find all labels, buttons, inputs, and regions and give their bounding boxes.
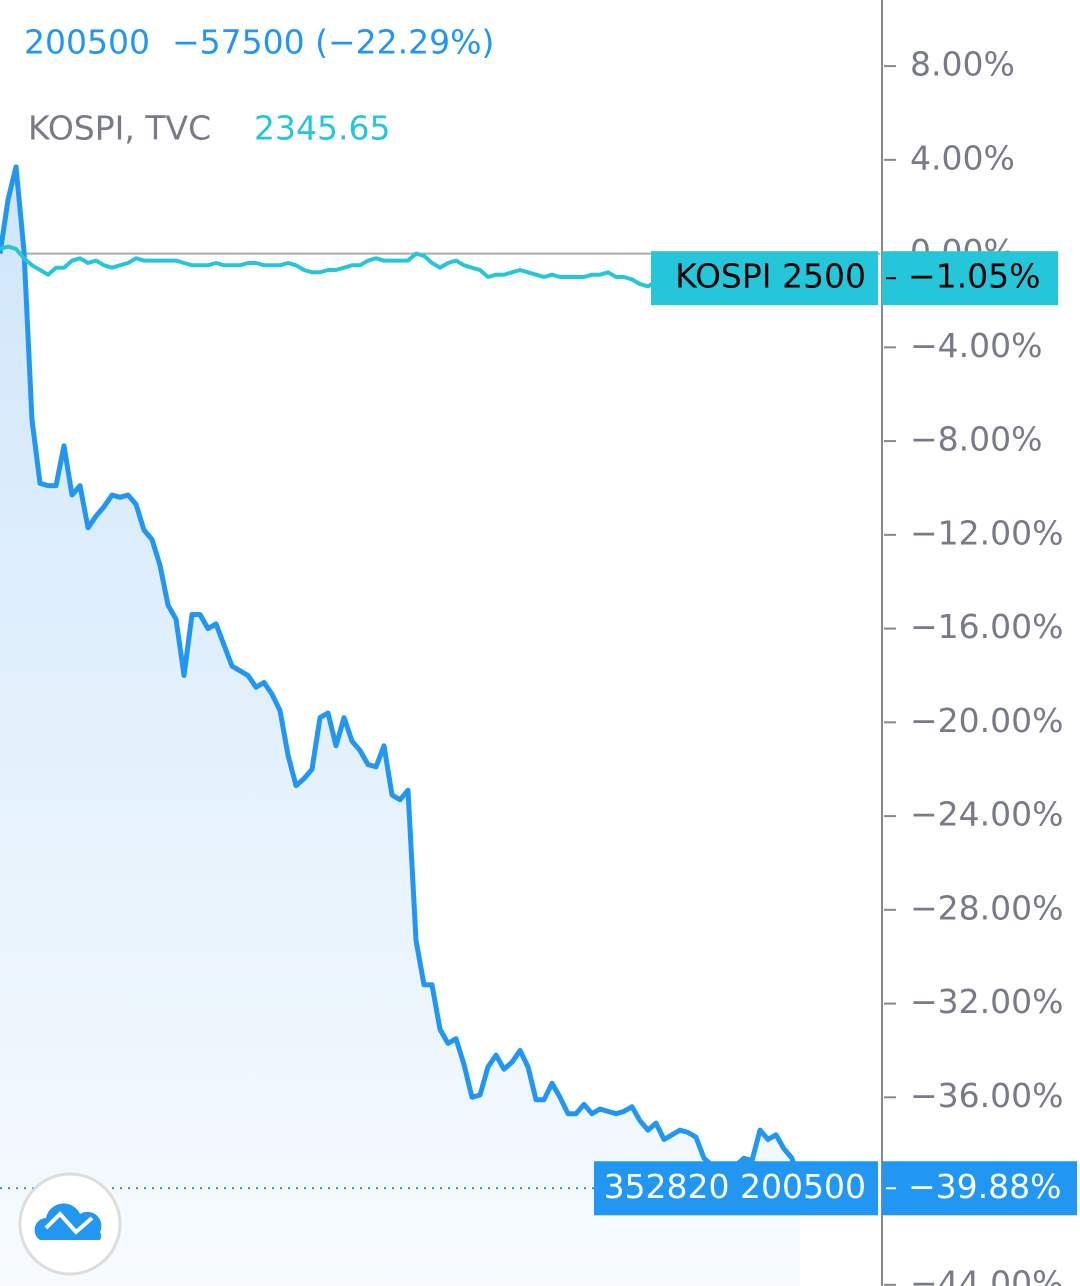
- y-tick-label: −44.00%: [910, 1263, 1063, 1286]
- y-tick-label: −32.00%: [910, 982, 1063, 1021]
- y-tick-label: −36.00%: [910, 1076, 1063, 1115]
- logo[interactable]: [18, 1172, 122, 1276]
- y-tick-label: 4.00%: [910, 138, 1015, 177]
- last-value-box: [882, 1161, 1077, 1216]
- y-tick-label: −12.00%: [910, 513, 1063, 552]
- series-line: [0, 164, 803, 1189]
- y-tick-label: −20.00%: [910, 701, 1063, 740]
- y-tick-label: −8.00%: [910, 420, 1042, 459]
- change: −57500 (−22.29%): [172, 23, 494, 62]
- y-tick-label: 8.00%: [910, 45, 1015, 84]
- logo-line: [44, 1211, 94, 1235]
- compare-symbol: KOSPI, TVC: [28, 109, 211, 148]
- symbol: 200500: [24, 23, 150, 62]
- y-tick-label: −24.00%: [910, 795, 1063, 834]
- last-value-box: [882, 251, 1058, 306]
- series-name-box: [651, 251, 878, 306]
- y-tick-label: −16.00%: [910, 607, 1063, 646]
- series-name: 352820 200500: [604, 1167, 866, 1206]
- series-name: KOSPI 2500: [675, 257, 866, 296]
- y-tick-label: −28.00%: [910, 888, 1063, 927]
- last-value-label: −1.05%: [908, 257, 1040, 296]
- compare-value: 2345.65: [254, 109, 390, 148]
- last-value-labels: 352820 200500 −39.88% KOSPI 2500 −1.05%: [0, 251, 1077, 1216]
- price-axis: 8.00%4.00%0.00%−4.00%−8.00%−12.00%−16.00…: [884, 45, 1063, 1286]
- last-value-label: −39.88%: [908, 1167, 1061, 1206]
- plot-area: [0, 164, 880, 1286]
- y-tick-label: −4.00%: [910, 326, 1042, 365]
- header-legend: 200500 −57500 (−22.29%) KOSPI, TVC 2345.…: [24, 23, 494, 148]
- series-name-box: [594, 1161, 878, 1216]
- area-fill: [0, 166, 800, 1286]
